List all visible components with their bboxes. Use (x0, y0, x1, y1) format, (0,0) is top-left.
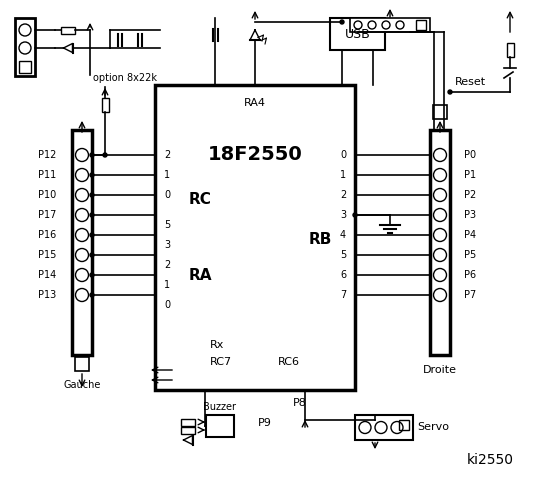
Bar (72, 130, 92, 355)
Text: ki2550: ki2550 (467, 453, 514, 467)
Text: P0: P0 (464, 150, 476, 160)
Text: 0: 0 (340, 150, 346, 160)
Text: RC7: RC7 (210, 357, 232, 367)
Bar (350, 18, 430, 32)
Text: 2: 2 (340, 190, 346, 200)
Text: RB: RB (309, 232, 332, 248)
Text: option 8x22k: option 8x22k (93, 73, 157, 83)
Text: P11: P11 (38, 170, 56, 180)
Text: P2: P2 (464, 190, 476, 200)
Text: 1: 1 (164, 170, 170, 180)
Bar (433, 105, 447, 119)
Bar (75, 357, 89, 371)
Text: P6: P6 (464, 270, 476, 280)
Text: RC: RC (189, 192, 211, 207)
Text: 3: 3 (340, 210, 346, 220)
Text: P14: P14 (38, 270, 56, 280)
Text: 1: 1 (164, 280, 170, 290)
Text: RC6: RC6 (278, 357, 300, 367)
Text: P3: P3 (464, 210, 476, 220)
Text: 0: 0 (164, 190, 170, 200)
Bar (507, 43, 514, 57)
Text: USB: USB (345, 27, 371, 40)
Circle shape (90, 293, 94, 297)
Circle shape (90, 233, 94, 237)
Text: 1: 1 (340, 170, 346, 180)
Text: P4: P4 (464, 230, 476, 240)
Text: P17: P17 (38, 210, 56, 220)
Text: 5: 5 (340, 250, 346, 260)
Text: Reset: Reset (455, 77, 486, 87)
Text: P7: P7 (464, 290, 476, 300)
Bar (206, 415, 234, 437)
Text: 4: 4 (340, 230, 346, 240)
Bar (430, 130, 450, 355)
Circle shape (353, 213, 357, 217)
Text: P16: P16 (38, 230, 56, 240)
Bar (416, 20, 426, 30)
Bar (181, 427, 195, 433)
Bar (181, 419, 195, 425)
Text: RA4: RA4 (244, 98, 266, 108)
Circle shape (103, 153, 107, 157)
Text: Gauche: Gauche (63, 380, 101, 390)
Bar (61, 26, 75, 34)
Text: 18F2550: 18F2550 (207, 145, 302, 165)
Text: Rx: Rx (210, 340, 225, 350)
Text: P12: P12 (38, 150, 56, 160)
Circle shape (90, 213, 94, 217)
Text: P5: P5 (464, 250, 476, 260)
Text: Buzzer: Buzzer (204, 402, 237, 412)
Circle shape (90, 153, 94, 157)
Text: 7: 7 (340, 290, 346, 300)
Circle shape (340, 20, 344, 24)
Text: P13: P13 (38, 290, 56, 300)
Text: 2: 2 (164, 260, 170, 270)
Circle shape (90, 193, 94, 197)
Text: 6: 6 (340, 270, 346, 280)
Text: P8: P8 (293, 398, 307, 408)
Text: Servo: Servo (417, 422, 449, 432)
Text: Droite: Droite (423, 365, 457, 375)
Bar (102, 98, 108, 112)
Text: 5: 5 (164, 220, 170, 230)
Text: 2: 2 (164, 150, 170, 160)
Bar (19, 61, 31, 73)
Bar (155, 85, 355, 390)
Bar (355, 415, 413, 440)
Text: 0: 0 (164, 300, 170, 310)
Text: P15: P15 (38, 250, 56, 260)
Text: P10: P10 (38, 190, 56, 200)
Circle shape (448, 90, 452, 94)
Circle shape (90, 173, 94, 177)
Text: RA: RA (188, 267, 212, 283)
Circle shape (90, 253, 94, 257)
Text: P1: P1 (464, 170, 476, 180)
Circle shape (90, 273, 94, 277)
Bar (399, 420, 409, 430)
Bar (330, 18, 385, 50)
Bar (15, 18, 35, 76)
Text: P9: P9 (258, 418, 272, 428)
Text: 3: 3 (164, 240, 170, 250)
